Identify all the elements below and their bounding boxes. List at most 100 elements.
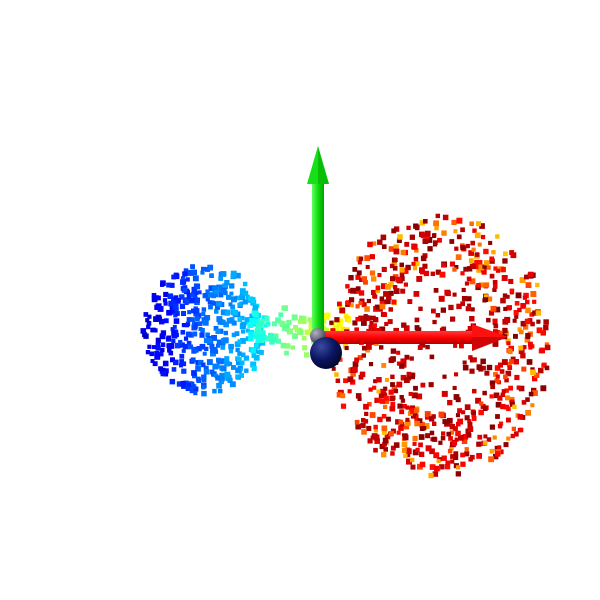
point-marker	[160, 282, 165, 287]
point-marker	[519, 277, 526, 283]
point-marker	[252, 311, 259, 318]
point-marker	[476, 364, 483, 370]
point-marker	[150, 359, 155, 363]
point-marker	[358, 290, 365, 296]
point-marker	[374, 438, 380, 444]
point-marker	[365, 347, 371, 353]
point-marker	[538, 367, 544, 374]
point-marker	[160, 370, 167, 377]
point-marker	[384, 433, 391, 440]
point-marker	[334, 326, 339, 331]
point-marker	[492, 280, 498, 285]
point-marker	[453, 454, 459, 460]
point-marker	[499, 369, 505, 374]
point-marker	[182, 287, 188, 293]
point-marker	[243, 355, 249, 361]
point-marker	[391, 299, 397, 305]
point-marker	[451, 441, 457, 446]
point-marker	[251, 319, 258, 326]
point-marker	[335, 378, 341, 383]
point-marker	[419, 451, 425, 457]
point-marker	[280, 342, 287, 349]
point-marker	[352, 366, 358, 373]
point-marker	[200, 362, 206, 368]
point-marker	[381, 452, 387, 458]
point-marker	[202, 351, 207, 356]
point-marker	[239, 323, 246, 330]
point-marker	[467, 426, 474, 432]
point-marker	[352, 267, 358, 272]
point-marker	[525, 334, 530, 340]
point-marker	[224, 310, 230, 316]
point-marker	[471, 416, 477, 421]
point-marker	[140, 328, 147, 334]
point-marker	[417, 418, 423, 423]
point-marker	[377, 273, 382, 278]
point-marker	[294, 327, 300, 333]
point-marker	[504, 377, 509, 383]
point-marker	[501, 389, 506, 394]
point-marker	[518, 385, 525, 392]
point-marker	[372, 317, 379, 323]
point-marker	[369, 320, 374, 325]
origin-sphere-navy[interactable]	[310, 337, 342, 369]
point-marker	[509, 288, 515, 294]
point-marker	[183, 268, 189, 273]
point-marker	[187, 310, 192, 315]
point-marker	[419, 341, 426, 348]
point-marker	[260, 335, 266, 341]
point-marker	[191, 348, 197, 354]
point-marker	[214, 289, 219, 294]
point-marker	[179, 363, 183, 368]
point-marker	[497, 395, 503, 401]
point-marker	[237, 351, 242, 356]
point-marker	[479, 401, 484, 406]
point-marker	[163, 368, 169, 374]
point-marker	[453, 229, 458, 234]
point-marker	[433, 240, 438, 245]
point-marker	[373, 294, 378, 299]
point-marker	[521, 366, 527, 372]
point-marker	[513, 359, 519, 365]
point-marker	[175, 311, 180, 316]
point-marker	[460, 227, 465, 233]
point-marker	[160, 342, 166, 347]
point-marker	[388, 290, 394, 296]
point-marker	[365, 265, 370, 269]
point-marker	[258, 318, 265, 325]
point-marker	[464, 415, 470, 421]
point-marker	[432, 319, 437, 325]
point-marker	[218, 276, 223, 281]
point-marker	[539, 347, 545, 354]
point-marker	[258, 349, 264, 355]
point-marker	[355, 393, 362, 399]
point-marker	[361, 353, 366, 358]
point-marker	[502, 258, 508, 264]
point-marker	[232, 310, 239, 316]
point-marker	[368, 362, 374, 367]
point-marker	[221, 338, 227, 344]
point-marker	[469, 368, 475, 374]
point-marker	[461, 296, 468, 302]
point-marker	[286, 319, 292, 326]
point-marker	[434, 465, 440, 472]
point-marker	[368, 387, 373, 392]
point-marker	[469, 278, 476, 285]
point-marker	[143, 333, 149, 339]
point-marker	[374, 304, 380, 310]
point-marker	[460, 452, 465, 458]
point-marker	[491, 250, 496, 255]
point-marker	[475, 397, 481, 404]
point-marker	[383, 447, 388, 452]
point-marker	[493, 323, 499, 329]
point-marker	[511, 426, 516, 431]
point-marker	[460, 245, 466, 251]
point-marker	[205, 289, 210, 294]
point-marker	[449, 261, 455, 267]
point-marker	[234, 331, 240, 336]
point-marker	[495, 414, 500, 419]
point-marker	[181, 311, 186, 316]
point-marker	[483, 434, 488, 439]
